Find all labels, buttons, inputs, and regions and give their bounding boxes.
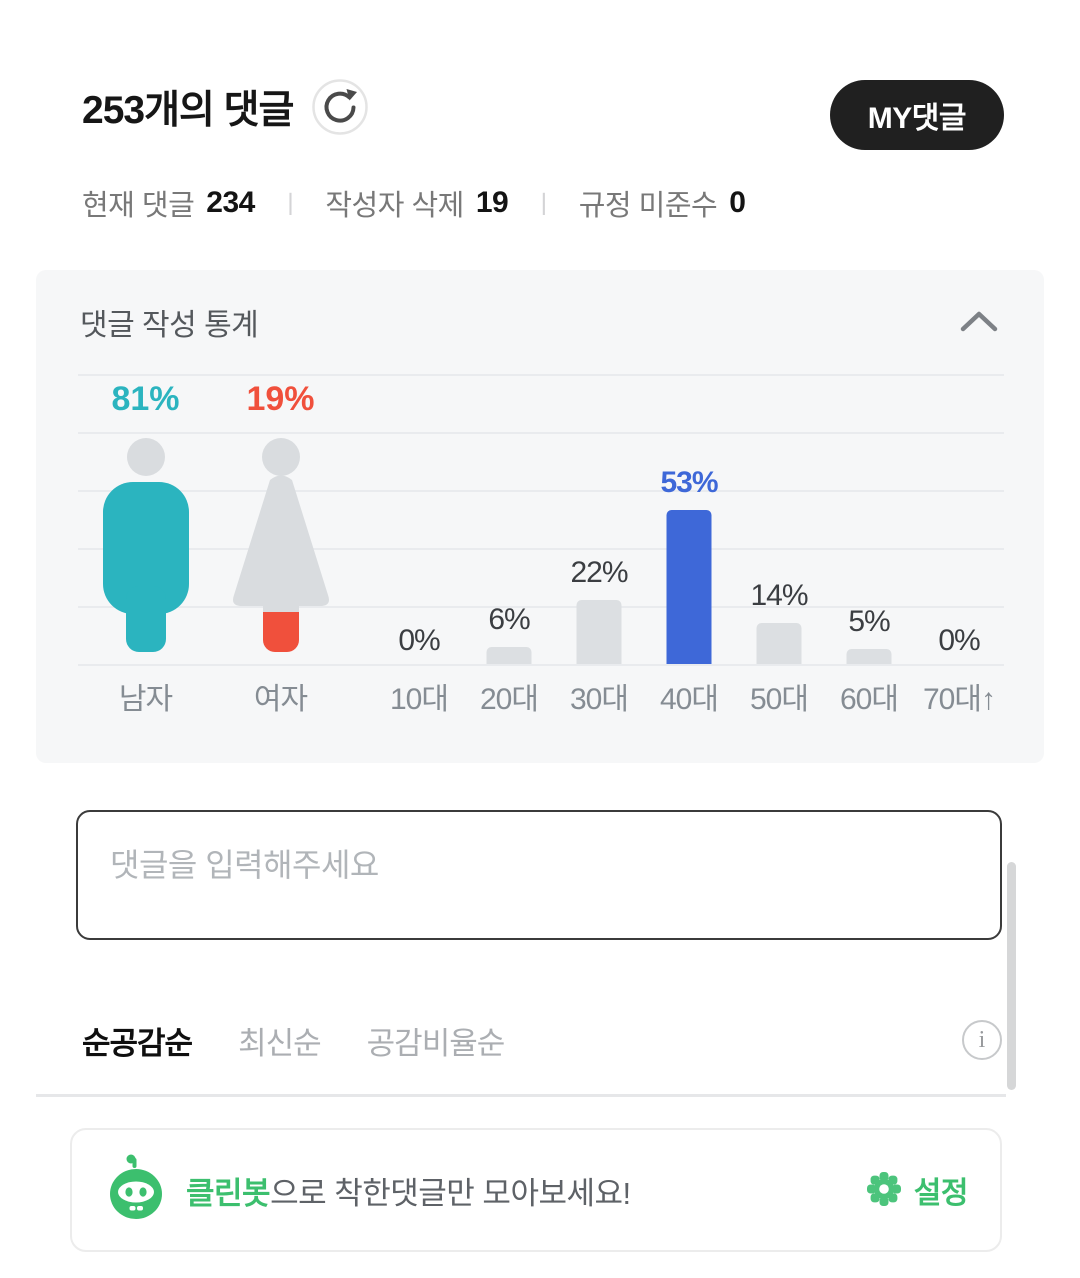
substat-label: 규정 미준수 [578, 190, 718, 222]
substat-label: 현재 댓글 [82, 190, 195, 222]
demographics-chart: 81% 남자 19% [78, 374, 1004, 716]
my-comments-button[interactable]: MY댓글 [829, 80, 1004, 150]
cleanbot-message-suffix: 으로 착한댓글만 모아보세요! [270, 1175, 631, 1211]
info-button[interactable]: i [962, 1019, 1004, 1061]
age-bar [576, 600, 622, 664]
sort-tab-like-ratio[interactable]: 공감비율순 [367, 1018, 506, 1063]
substat-value: 234 [206, 186, 255, 219]
collapse-stats-button[interactable] [954, 303, 1004, 342]
age-bar-value: 22% [570, 556, 628, 589]
refresh-icon [311, 79, 369, 139]
age-bar-label: 30대 [570, 683, 629, 716]
female-figure-icon [226, 438, 336, 658]
age-bar-value: 6% [488, 603, 530, 636]
sort-tab-top-liked[interactable]: 순공감순 [82, 1018, 193, 1063]
info-icon: i [962, 1020, 1002, 1060]
cleanbot-robot-icon [104, 1154, 168, 1227]
scrollbar-thumb[interactable] [1007, 862, 1016, 1090]
age-bar [846, 649, 892, 664]
substat-value: 19 [475, 186, 509, 219]
cleanbot-name: 클린봇 [186, 1175, 271, 1211]
cleanbot-banner: 클린봇으로 착한댓글만 모아보세요! [70, 1128, 1002, 1252]
comments-header: 253개의 댓글 [82, 78, 369, 136]
female-percentage: 19% [246, 380, 315, 418]
age-column: 6% 20대 [464, 374, 554, 716]
chevron-up-icon [958, 311, 1000, 338]
age-bar-label: 50대 [750, 683, 809, 716]
age-column: 53% 40대 [644, 374, 734, 716]
comment-substats: 현재 댓글 234 ㅣ 작성자 삭제 19 ㅣ 규정 미준수 0 [82, 182, 746, 224]
age-bar [666, 510, 712, 664]
substat-separator: ㅣ [278, 191, 302, 219]
age-column: 0% 10대 [374, 374, 464, 716]
comment-count-title: 253개의 댓글 [82, 79, 294, 135]
comment-input[interactable] [76, 810, 1002, 940]
age-bar-value: 0% [398, 624, 440, 657]
comment-composer [76, 810, 1002, 940]
male-percentage: 81% [111, 380, 180, 418]
female-label: 여자 [253, 683, 308, 716]
age-bar-label: 40대 [660, 683, 719, 716]
comment-count: 253 [82, 89, 145, 132]
stats-card-title: 댓글 작성 통계 [80, 309, 259, 342]
age-bar-label: 10대 [390, 683, 449, 716]
male-label: 남자 [118, 683, 173, 716]
refresh-button[interactable] [311, 78, 369, 136]
age-bar-value: 14% [750, 579, 808, 612]
sort-tab-newest[interactable]: 최신순 [238, 1018, 322, 1063]
age-bar-value: 0% [938, 624, 980, 657]
gender-column-male: 81% 남자 [78, 374, 213, 716]
age-bar-label: 70대↑ [923, 683, 996, 716]
substat-separator: ㅣ [532, 191, 555, 219]
male-figure-icon [96, 438, 196, 658]
age-column: 0% 70대↑ [914, 374, 1004, 716]
section-divider [36, 1094, 1006, 1097]
cleanbot-message: 클린봇으로 착한댓글만 모아보세요! [186, 1168, 631, 1213]
age-bar [486, 647, 532, 664]
gear-icon [866, 1171, 902, 1210]
age-bar [756, 623, 802, 664]
substat-value: 0 [729, 186, 746, 219]
age-column: 22% 30대 [554, 374, 644, 716]
cleanbot-settings-button[interactable]: 설정 [866, 1168, 969, 1212]
comment-count-suffix: 개의 댓글 [144, 89, 294, 132]
age-column: 5% 60대 [824, 374, 914, 716]
cleanbot-settings-label: 설정 [913, 1177, 969, 1210]
age-column: 14% 50대 [734, 374, 824, 716]
substat-label: 작성자 삭제 [325, 190, 464, 222]
age-bar-label: 60대 [840, 683, 899, 716]
age-bar-value: 5% [848, 605, 890, 638]
comment-stats-card: 댓글 작성 통계 81% [36, 270, 1044, 763]
sort-bar: 순공감순 최신순 공감비율순 i [82, 1016, 1004, 1064]
age-bar-label: 20대 [480, 683, 539, 716]
age-bar-value: 53% [660, 466, 718, 499]
gender-column-female: 19% [213, 374, 348, 716]
